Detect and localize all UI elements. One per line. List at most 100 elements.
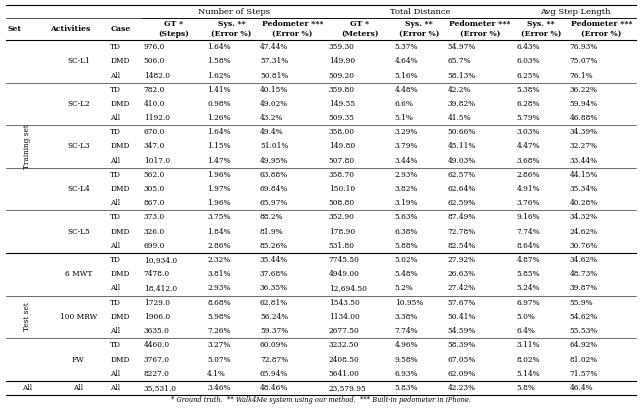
Text: 54.97%: 54.97% <box>447 43 476 51</box>
Text: 531.80: 531.80 <box>329 242 355 250</box>
Text: 34.32%: 34.32% <box>569 214 597 221</box>
Text: 3767.0: 3767.0 <box>144 356 170 363</box>
Text: 410.0: 410.0 <box>144 100 165 108</box>
Text: 4.1%: 4.1% <box>207 370 226 378</box>
Text: 6.43%: 6.43% <box>516 43 540 51</box>
Text: 1.15%: 1.15% <box>207 142 231 150</box>
Text: 6.93%: 6.93% <box>395 370 419 378</box>
Text: 1.58%: 1.58% <box>207 57 231 65</box>
Text: TD: TD <box>110 299 121 307</box>
Text: 1.26%: 1.26% <box>207 114 230 122</box>
Text: 43.2%: 43.2% <box>260 114 284 122</box>
Text: 1.47%: 1.47% <box>207 157 231 165</box>
Text: 45.11%: 45.11% <box>447 142 476 150</box>
Text: SC-L3: SC-L3 <box>67 142 90 150</box>
Text: 5641.00: 5641.00 <box>329 370 360 378</box>
Text: 34.39%: 34.39% <box>569 128 597 136</box>
Text: 1482.0: 1482.0 <box>144 71 170 79</box>
Text: 5.48%: 5.48% <box>395 270 419 278</box>
Text: 1.96%: 1.96% <box>207 199 231 207</box>
Text: 178.90: 178.90 <box>329 228 355 236</box>
Text: 58.13%: 58.13% <box>447 71 476 79</box>
Text: 65.7%: 65.7% <box>447 57 471 65</box>
Text: * Ground truth.  ** Walk4Me system using our method.  *** Built-in pedometer in : * Ground truth. ** Walk4Me system using … <box>171 396 471 404</box>
Text: 358.70: 358.70 <box>329 171 355 179</box>
Text: 670.0: 670.0 <box>144 128 165 136</box>
Text: 4.48%: 4.48% <box>395 86 419 94</box>
Text: DMD: DMD <box>110 228 129 236</box>
Text: 1.64%: 1.64% <box>207 128 231 136</box>
Text: 3.76%: 3.76% <box>516 199 540 207</box>
Text: 6.28%: 6.28% <box>516 100 540 108</box>
Text: 10.95%: 10.95% <box>395 299 423 307</box>
Text: 50.81%: 50.81% <box>260 71 289 79</box>
Text: 5.79%: 5.79% <box>516 114 540 122</box>
Text: TD: TD <box>110 86 121 94</box>
Text: 506.0: 506.0 <box>144 57 165 65</box>
Text: 5.14%: 5.14% <box>516 370 540 378</box>
Text: 49.95%: 49.95% <box>260 157 289 165</box>
Text: 326.0: 326.0 <box>144 228 165 236</box>
Text: 59.37%: 59.37% <box>260 327 288 335</box>
Text: 81.9%: 81.9% <box>260 228 284 236</box>
Text: TD: TD <box>110 171 121 179</box>
Text: 5.16%: 5.16% <box>395 71 419 79</box>
Text: All: All <box>110 242 120 250</box>
Text: All: All <box>110 71 120 79</box>
Text: All: All <box>110 114 120 122</box>
Text: 41.5%: 41.5% <box>447 114 471 122</box>
Text: 72.87%: 72.87% <box>260 356 288 363</box>
Text: 150.10: 150.10 <box>329 185 355 193</box>
Text: TD: TD <box>110 256 121 264</box>
Text: 4.91%: 4.91% <box>516 185 540 193</box>
Text: 1.41%: 1.41% <box>207 86 231 94</box>
Text: 39.87%: 39.87% <box>569 285 598 292</box>
Text: 56.24%: 56.24% <box>260 313 288 321</box>
Text: 3.79%: 3.79% <box>395 142 419 150</box>
Text: 5.38%: 5.38% <box>516 86 540 94</box>
Text: 44.15%: 44.15% <box>569 171 598 179</box>
Text: Avg Step Length: Avg Step Length <box>540 7 611 16</box>
Text: Sys. **
(Error %): Sys. ** (Error %) <box>521 20 561 38</box>
Text: 782.0: 782.0 <box>144 86 165 94</box>
Text: 5.02%: 5.02% <box>395 256 419 264</box>
Text: 65.94%: 65.94% <box>260 370 289 378</box>
Text: 50.66%: 50.66% <box>447 128 476 136</box>
Text: 87.49%: 87.49% <box>447 214 476 221</box>
Text: 1192.0: 1192.0 <box>144 114 170 122</box>
Text: 699.0: 699.0 <box>144 242 165 250</box>
Text: 3.81%: 3.81% <box>207 270 230 278</box>
Text: Case: Case <box>110 25 131 33</box>
Text: 65.97%: 65.97% <box>260 199 289 207</box>
Text: 35.44%: 35.44% <box>260 256 288 264</box>
Text: SC-L1: SC-L1 <box>67 57 90 65</box>
Text: 10,934.0: 10,934.0 <box>144 256 177 264</box>
Text: Training set: Training set <box>23 124 31 169</box>
Text: All: All <box>110 157 120 165</box>
Text: Set: Set <box>8 25 22 33</box>
Text: 149.55: 149.55 <box>329 100 355 108</box>
Text: 2.32%: 2.32% <box>207 256 230 264</box>
Text: 64.92%: 64.92% <box>569 341 598 349</box>
Text: 24.62%: 24.62% <box>569 228 597 236</box>
Text: 358.00: 358.00 <box>329 128 355 136</box>
Text: TD: TD <box>110 43 121 51</box>
Text: 5.83%: 5.83% <box>395 384 419 392</box>
Text: 4.47%: 4.47% <box>516 142 540 150</box>
Text: 4460.0: 4460.0 <box>144 341 170 349</box>
Text: Number of Steps: Number of Steps <box>198 7 270 16</box>
Text: 5.2%: 5.2% <box>395 285 413 292</box>
Text: All: All <box>110 199 120 207</box>
Text: 8.64%: 8.64% <box>516 242 540 250</box>
Text: 4.96%: 4.96% <box>395 341 419 349</box>
Text: 7.74%: 7.74% <box>395 327 419 335</box>
Text: 76.93%: 76.93% <box>569 43 598 51</box>
Text: DMD: DMD <box>110 100 129 108</box>
Text: 4.64%: 4.64% <box>395 57 419 65</box>
Text: 1017.0: 1017.0 <box>144 157 170 165</box>
Text: 3.29%: 3.29% <box>395 128 418 136</box>
Text: 6.4%: 6.4% <box>516 327 535 335</box>
Text: 5.37%: 5.37% <box>395 43 419 51</box>
Text: 62.57%: 62.57% <box>447 171 476 179</box>
Text: 27.42%: 27.42% <box>447 285 476 292</box>
